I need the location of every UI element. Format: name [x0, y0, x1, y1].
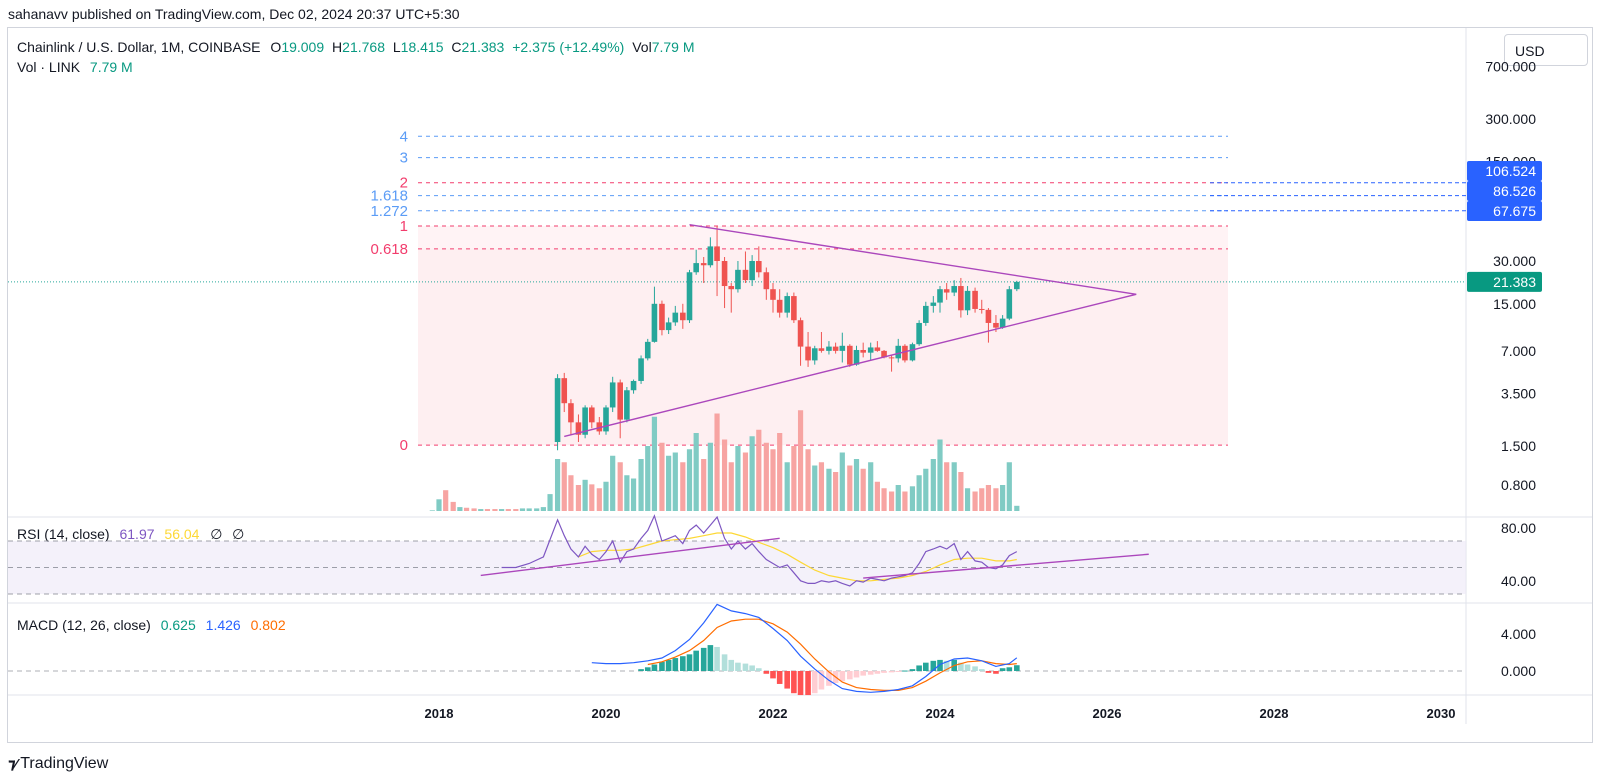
volume-legend[interactable]: Vol · LINK 7.79 M — [17, 59, 133, 75]
high-label: H — [332, 39, 343, 55]
publish-info: sahanavv published on TradingView.com, D… — [8, 6, 460, 22]
low-value: 18.415 — [400, 39, 444, 55]
vol-sub-value: 7.79 M — [89, 59, 133, 75]
symbol-title: Chainlink / U.S. Dollar, 1M, COINBASE — [17, 39, 261, 55]
rsi-extra-1: ∅ — [210, 526, 223, 542]
change-value: +2.375 (+12.49%) — [512, 39, 625, 55]
high-value: 21.768 — [342, 39, 385, 55]
macd-value: 1.426 — [205, 617, 241, 633]
tradingview-logo-icon: ⁊⁄ — [8, 756, 17, 773]
close-label: C — [451, 39, 462, 55]
macd-label: MACD (12, 26, close) — [17, 617, 151, 633]
vol-label: Vol — [632, 39, 652, 55]
macd-legend[interactable]: MACD (12, 26, close) 0.625 1.426 0.802 — [17, 617, 286, 633]
close-value: 21.383 — [461, 39, 505, 55]
open-label: O — [270, 39, 282, 55]
rsi-ma-value: 56.04 — [164, 526, 200, 542]
chart-frame — [7, 27, 1593, 743]
open-value: 19.009 — [281, 39, 325, 55]
macd-signal-value: 0.802 — [250, 617, 286, 633]
low-label: L — [392, 39, 401, 55]
macd-hist-value: 0.625 — [160, 617, 196, 633]
rsi-value: 61.97 — [119, 526, 155, 542]
tradingview-footer[interactable]: ⁊⁄ TradingView — [8, 752, 108, 776]
rsi-extra-2: ∅ — [232, 526, 245, 542]
rsi-legend[interactable]: RSI (14, close) 61.97 56.04 ∅ ∅ — [17, 526, 245, 543]
vol-sub-label: Vol · LINK — [17, 59, 81, 75]
tradingview-wordmark: TradingView — [20, 755, 109, 772]
main-legend[interactable]: Chainlink / U.S. Dollar, 1M, COINBASE O1… — [17, 39, 695, 55]
vol-value: 7.79 M — [651, 39, 695, 55]
rsi-label: RSI (14, close) — [17, 526, 110, 542]
currency-button[interactable]: USD — [1504, 34, 1588, 66]
